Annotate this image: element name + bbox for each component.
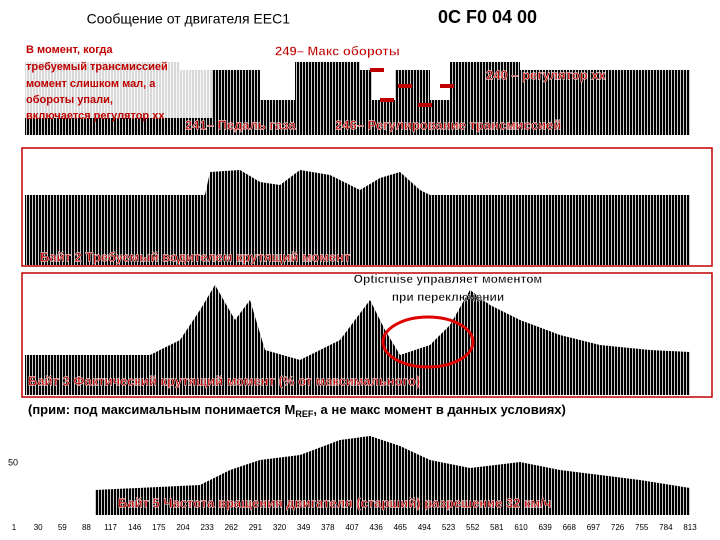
label: Байт 2 Требуемый водителем крутящий моме… [40,249,350,264]
x-tick-label: 813 [683,523,697,532]
note-line: момент слишком мал, а [26,78,156,90]
x-tick-label: 697 [587,523,601,532]
label: Байт 3 Фактический крутящий момент (% от… [28,373,420,388]
x-tick-label: 204 [176,523,190,532]
label: Байт 5 Частота вращения двигателя (старш… [118,495,551,510]
remark-text: (прим: под максимальным понимается M [28,402,295,417]
label: 249– Макс обороты [275,43,400,58]
x-tick-label: 117 [104,523,117,532]
signal-profile [95,436,690,515]
callout: при переключении [392,290,504,304]
x-tick-label: 755 [635,523,649,532]
note-line: В момент, когда [26,44,113,56]
signal-profile [25,170,690,265]
title: Сообщение от двигателя EEC1 [87,11,291,27]
note-line: включается регулятор хх [26,110,165,122]
panel-frame [21,147,713,267]
x-tick-label: 465 [394,523,408,532]
x-tick-label: 349 [297,523,311,532]
note-line: требуемый трансмиссией [26,61,168,73]
x-tick-label: 320 [273,523,287,532]
x-tick-label: 291 [249,523,263,532]
x-tick-label: 610 [514,523,528,532]
highlight [381,315,475,369]
x-tick-label: 668 [563,523,577,532]
x-tick-label: 88 [82,523,91,532]
panel-3: Opticruise управляет моментом при перекл… [21,272,713,398]
x-tick-label: 494 [418,523,432,532]
marker [440,84,454,88]
x-tick-label: 639 [538,523,552,532]
remark: (прим: под максимальным понимается MREF,… [28,402,566,419]
marker [418,103,432,107]
x-tick-label: 175 [152,523,166,532]
x-tick-label: 407 [345,523,359,532]
remark-text: , а не макс момент в данных условиях) [313,402,566,417]
panel-frame [21,272,713,398]
x-tick-label: 784 [659,523,673,532]
remark-sub: REF [295,409,314,419]
marker [370,68,384,72]
x-tick-label: 726 [611,523,625,532]
x-tick-label: 523 [442,523,456,532]
panel-4: 50 Байт 5 Частота вращения двигателя (ст… [8,436,697,532]
x-tick-label: 262 [225,523,239,532]
x-tick-label: 146 [128,523,142,532]
y-tick-label: 50 [8,457,18,467]
panel-2: Байт 2 Требуемый водителем крутящий моме… [21,147,713,267]
code: 0C F0 04 00 [438,7,537,27]
marker [398,84,412,88]
callout: Opticruise управляет моментом [354,272,543,286]
label: 240 – регулятор хх [486,67,607,82]
x-tick-label: 378 [321,523,335,532]
x-labels: 1 30 59 88 117 146 175 204 233 262 291 320 349 378 407… [12,523,697,532]
note-bg [22,46,212,118]
signal-profile [25,285,690,395]
label: 246– Регулирование трансмиссией [335,117,561,132]
x-tick-label: 1 [12,523,17,532]
marker [380,98,394,102]
note-line: обороты упали, [26,94,113,106]
x-tick-label: 581 [490,523,504,532]
x-tick-label: 59 [58,523,67,532]
x-tick-label: 233 [200,523,214,532]
panel-1: В момент, когда требуемый трансмиссией м… [22,43,690,135]
label: 241– Педаль газа [185,117,297,132]
x-tick-label: 552 [466,523,480,532]
x-tick-label: 436 [369,523,383,532]
x-tick-label: 30 [34,523,43,532]
